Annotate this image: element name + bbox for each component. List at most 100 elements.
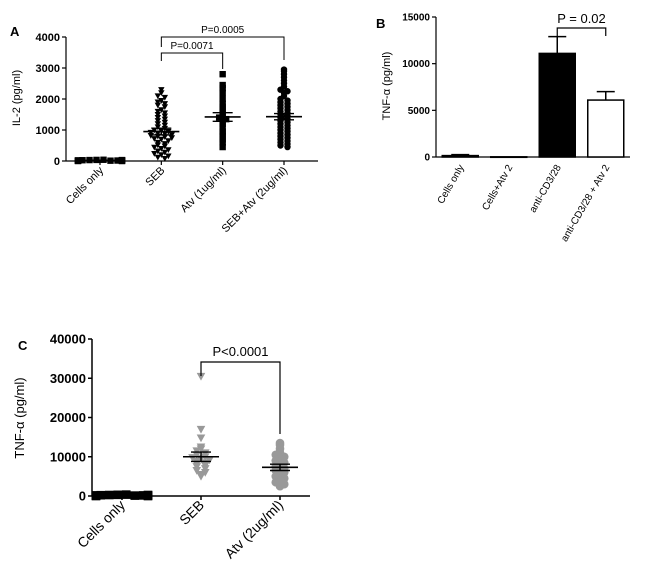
panel-c-chart: 0 10000 20000 30000 40000 Cells only SEB Atv (2… [50, 332, 310, 562]
panel-letter-a: A [10, 24, 20, 39]
panel-a-series-1-point-35 [165, 138, 172, 145]
panel-a-category-label-2: Atv (1ug/ml) [178, 165, 228, 215]
panel-a-series-1-point-45 [151, 151, 158, 157]
panel-a-significance-bracket-1 [160, 36, 285, 60]
panel-letter-c: C [18, 338, 28, 353]
panel-b-bar-2 [538, 52, 576, 158]
panel-a-series-1-point-8 [161, 104, 169, 110]
panel-a-category-label-1: SEB [143, 165, 167, 189]
panel-c-series-0-point-4 [96, 490, 106, 500]
panel-a-series-1-point-39 [161, 143, 169, 150]
panel-a-series-1-point-20 [154, 124, 162, 131]
panel-a-series-1-point-7 [154, 102, 162, 109]
panel-a-series-1-point-14 [154, 115, 162, 121]
panel-a-series-2-point-19 [219, 139, 226, 146]
panel-c-y-tick-label-4: 40000 [50, 332, 86, 347]
panel-a-series-2-point-4 [219, 95, 226, 103]
panel-c-p-value: P<0.0001 [212, 344, 268, 359]
panel-a-series-1-point-15 [161, 116, 169, 123]
panel-a-series-2-point-2 [219, 84, 226, 92]
panel-c-series-1-point-11 [205, 456, 214, 465]
panel-c-series-1-point-17 [200, 465, 210, 473]
panel-a-series-2-point-20 [219, 143, 226, 151]
panel-c-series-1-point-19 [200, 469, 210, 477]
panel-a-chart: 0 1000 2000 3000 4000 Cells only SEB Atv (1ug/m… [36, 25, 318, 235]
panel-c-series-1-point-4 [196, 445, 206, 454]
panel-b-y-tick-label-0: 0 [424, 153, 430, 164]
panel-c-series-0-point-9 [138, 491, 148, 500]
panel-a-series-1-point-46 [158, 152, 165, 158]
panel-a-series-3-point-41 [277, 142, 284, 149]
panel-b-category-label-2: anti-CD3/28 [528, 163, 564, 215]
panel-a-series-1-point-38 [154, 142, 162, 149]
panel-a-series-1-point-1 [158, 90, 165, 96]
panel-a-series-1-point-11 [161, 110, 169, 117]
panel-a-series-0-point-15 [118, 156, 126, 164]
panel-a-series-1-point-18 [154, 121, 162, 127]
panel-a-series-1-point-48 [154, 154, 162, 161]
panel-a-series-1-point-17 [161, 119, 169, 126]
panel-b-significance-bracket [556, 27, 607, 36]
panel-c-series-0-point-3 [91, 491, 101, 500]
panel-c-series-1-point-7 [192, 451, 202, 460]
panel-c-series-1-point-1 [196, 425, 206, 434]
panel-a-y-axis-title: IL-2 (pg/ml) [11, 70, 23, 126]
panel-b-chart: 0 5000 10000 15000 Cells only Cells+Atv 2 anti… [402, 11, 630, 244]
panel-a-series-2-point-3 [219, 89, 226, 96]
panel-b-y-axis-title: TNF-α (pg/ml) [381, 52, 393, 121]
panel-a-series-1-point-19 [161, 122, 169, 129]
panel-a-series-1-point-10 [154, 108, 162, 115]
panel-c-significance-bracket [200, 361, 281, 434]
panel-b-category-label-0: Cells only [436, 163, 467, 206]
panel-c-category-label-0: Cells only [74, 497, 128, 551]
panel-a-series-2-point-11 [222, 115, 230, 123]
panel-c-series-1-point-6 [200, 449, 210, 458]
panel-c-y-tick-label-1: 10000 [50, 449, 86, 464]
panel-a-series-1-point-9 [158, 107, 165, 114]
panel-a-series-1-point-4 [158, 97, 165, 104]
panel-b-bar-3 [587, 99, 625, 158]
panel-c-y-tick-label-3: 30000 [50, 371, 86, 386]
panel-a-series-2-point-0 [219, 71, 226, 78]
panel-a-series-1-point-32 [168, 135, 176, 141]
panel-c-series-1-point-21 [196, 472, 206, 481]
panel-a-series-1-point-12 [154, 111, 162, 118]
panel-a-series-1-point-34 [158, 136, 165, 143]
panel-b-y-tick-label-2: 10000 [402, 59, 430, 70]
panel-c-series-2-point-20 [275, 481, 285, 491]
panel-a-series-1-point-44 [161, 149, 169, 156]
panel-b-p-value: P = 0.02 [557, 11, 606, 26]
panel-a-series-1-point-13 [161, 113, 169, 120]
panel-a-series-1-point-16 [154, 118, 162, 124]
panel-c-category-label-1: SEB [176, 497, 207, 528]
panel-c-series-1-point-5 [192, 447, 202, 456]
panel-a-series-1-point-31 [161, 134, 169, 141]
panel-a-series-2-point-14 [219, 123, 226, 131]
panel-b-bar-0 [441, 154, 479, 158]
panel-b-category-label-1: Cells+Atv 2 [480, 163, 515, 213]
panel-c-y-tick-label-2: 20000 [50, 410, 86, 425]
panel-a-category-label-0: Cells only [64, 164, 107, 207]
panel-a-series-1-point-42 [165, 147, 172, 154]
panel-c-category-label-2: Atv (2ug/ml) [221, 497, 286, 562]
panel-a-series-1-point-6 [161, 101, 169, 107]
panel-letter-b: B [376, 16, 385, 31]
panel-a-series-1-point-22 [151, 127, 158, 134]
panel-a-series-1-point-27 [161, 131, 169, 137]
panel-b-y-tick-label-3: 15000 [402, 13, 430, 24]
panel-a-series-1-point-43 [154, 148, 162, 155]
panel-a-y-tick-label-2: 2000 [36, 94, 60, 106]
panel-a-series-1-point-33 [151, 136, 158, 142]
panel-a-series-1-point-3 [161, 94, 169, 101]
panel-a-series-1-point-28 [168, 132, 176, 138]
panel-c-series-1-point-16 [192, 463, 202, 471]
panel-a-series-0-point-4 [74, 157, 82, 164]
panel-a-significance-bracket-0 [160, 52, 224, 69]
panel-a-series-1-point-2 [154, 93, 162, 100]
panel-c-y-tick-label-0: 0 [79, 489, 86, 504]
panel-c-series-1-point-2 [196, 434, 206, 443]
panel-a-series-1-point-40 [151, 144, 158, 151]
panel-b-bar-1 [490, 156, 528, 159]
panel-c-series-1-point-18 [192, 467, 202, 475]
